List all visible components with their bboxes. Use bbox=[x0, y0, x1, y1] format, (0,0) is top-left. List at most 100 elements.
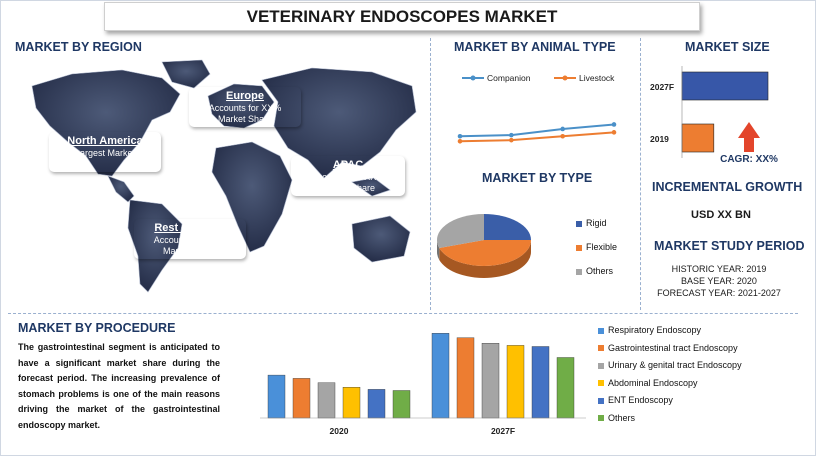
type-legend-label: Flexible bbox=[586, 242, 618, 252]
proc-legend-swatch bbox=[598, 362, 604, 369]
region-heading: MARKET BY REGION bbox=[15, 40, 142, 54]
series-line-companion bbox=[459, 123, 615, 138]
point-livestock-3 bbox=[611, 130, 617, 135]
callout-rest-of-world-text2: Market Share bbox=[162, 246, 218, 256]
type-pie-chart bbox=[437, 214, 531, 278]
cagr-label: CAGR: XX% bbox=[720, 154, 778, 165]
proc-legend-swatch bbox=[598, 345, 604, 352]
size-label-2019: 2019 bbox=[650, 134, 669, 144]
divider-region-animal bbox=[430, 38, 431, 310]
proc-legend-label: Abdominal Endoscopy bbox=[608, 377, 698, 388]
type-legend-label: Rigid bbox=[586, 218, 607, 228]
map-africa bbox=[211, 141, 293, 253]
proc-category-2020: 2020 bbox=[330, 426, 349, 436]
size-label-2027F: 2027F bbox=[650, 82, 674, 92]
callout-north-america: North America Largest Market bbox=[49, 132, 161, 172]
proc-legend-label: Urinary & genital tract Endoscopy bbox=[608, 360, 742, 370]
proc-bar-2020-1 bbox=[292, 378, 311, 419]
size-bar-2019 bbox=[681, 123, 715, 153]
type-legend-swatch bbox=[576, 244, 582, 251]
pie-side-flexible bbox=[439, 240, 531, 278]
map-australia bbox=[351, 215, 411, 263]
map-europe bbox=[207, 83, 275, 129]
animal-line-chart: Companion Livestock bbox=[457, 73, 617, 144]
pie-slice-flexible bbox=[439, 240, 531, 266]
proc-legend-swatch bbox=[598, 327, 604, 334]
callout-europe: Europe Accounts for XX% Market Share bbox=[189, 87, 301, 127]
type-legend-rigid: Rigid bbox=[576, 218, 607, 228]
procedure-heading: MARKET BY PROCEDURE bbox=[18, 321, 176, 335]
point-companion-3 bbox=[611, 122, 617, 127]
type-legend-swatch bbox=[576, 220, 582, 227]
proc-bar-2020-4 bbox=[367, 389, 386, 419]
map-north-america bbox=[31, 69, 181, 177]
callout-rest-of-world-name: Rest of World bbox=[154, 222, 226, 234]
size-heading: MARKET SIZE bbox=[685, 40, 770, 54]
period-forecast: FORECAST YEAR: 2021-2027 bbox=[657, 288, 781, 298]
legend-label-livestock: Livestock bbox=[579, 73, 615, 83]
proc-legend-swatch bbox=[598, 397, 604, 404]
size-bar-2027F bbox=[681, 71, 769, 101]
growth-value: USD XX BN bbox=[691, 209, 751, 221]
proc-legend-item: Abdominal Endoscopy bbox=[598, 378, 698, 388]
type-legend-swatch bbox=[576, 268, 582, 275]
legend-marker-livestock bbox=[562, 75, 568, 81]
proc-legend-item: Gastrointestinal tract Endoscopy bbox=[598, 343, 738, 353]
callout-apac: APAC Accounts for XX% Market Share bbox=[291, 156, 405, 196]
point-companion-0 bbox=[457, 133, 463, 139]
callout-north-america-name: North America bbox=[67, 135, 143, 147]
point-livestock-2 bbox=[560, 133, 565, 139]
point-livestock-1 bbox=[509, 137, 514, 143]
animal-heading: MARKET BY ANIMAL TYPE bbox=[454, 40, 616, 54]
world-map bbox=[31, 59, 417, 293]
procedure-paragraph: The gastrointestinal segment is anticipa… bbox=[18, 342, 220, 430]
map-greenland bbox=[161, 59, 211, 89]
map-asia bbox=[261, 67, 417, 179]
period-base: BASE YEAR: 2020 bbox=[681, 276, 757, 286]
callout-apac-name: APAC bbox=[332, 159, 364, 171]
proc-bar-2027F-0 bbox=[431, 333, 450, 419]
proc-bar-2027F-4 bbox=[531, 346, 550, 419]
procedure-bar-chart: 2020 2027F bbox=[260, 333, 586, 436]
callout-rest-of-world-text1: Accounts for XX% bbox=[153, 235, 227, 245]
period-historic: HISTORIC YEAR: 2019 bbox=[671, 264, 767, 274]
proc-legend-label: ENT Endoscopy bbox=[608, 395, 673, 405]
growth-heading: INCREMENTAL GROWTH bbox=[652, 180, 803, 194]
proc-legend-item: Others bbox=[598, 413, 635, 423]
proc-legend-swatch bbox=[598, 380, 604, 387]
pie-slice-others bbox=[437, 214, 484, 249]
type-legend-flexible: Flexible bbox=[576, 242, 617, 252]
type-legend-label: Others bbox=[586, 266, 614, 276]
type-legend-others: Others bbox=[576, 266, 613, 276]
size-bar-chart: 2027F 2019 bbox=[650, 66, 769, 158]
proc-legend-label: Gastrointestinal tract Endoscopy bbox=[608, 342, 738, 353]
callout-north-america-text1: Largest Market bbox=[74, 148, 136, 158]
map-south-america bbox=[127, 199, 183, 293]
pie-side-others bbox=[437, 240, 440, 261]
proc-bar-2020-5 bbox=[392, 390, 411, 419]
type-heading: MARKET BY TYPE bbox=[482, 171, 593, 185]
period-heading: MARKET STUDY PERIOD bbox=[654, 239, 805, 253]
proc-legend-item: Respiratory Endoscopy bbox=[598, 325, 701, 335]
proc-bar-2027F-2 bbox=[481, 342, 500, 419]
proc-bar-2027F-3 bbox=[506, 345, 525, 419]
point-companion-1 bbox=[509, 132, 514, 138]
proc-bar-2020-3 bbox=[342, 387, 361, 419]
proc-category-2027F: 2027F bbox=[491, 426, 515, 436]
divider-top-bottom bbox=[8, 313, 798, 314]
proc-bar-2027F-5 bbox=[556, 357, 575, 419]
callout-europe-text2: Market Share bbox=[217, 114, 273, 124]
growth-arrow-icon bbox=[738, 122, 760, 152]
callout-europe-text1: Accounts for XX% bbox=[208, 103, 282, 113]
proc-legend-label: Others bbox=[608, 412, 636, 423]
legend-label-companion: Companion bbox=[487, 73, 531, 83]
map-se-asia bbox=[351, 177, 391, 197]
proc-bar-2027F-1 bbox=[456, 337, 475, 419]
callout-apac-text2: Market Share bbox=[320, 183, 376, 193]
proc-bar-2020-2 bbox=[317, 382, 336, 419]
pie-slice-rigid bbox=[484, 214, 531, 240]
callout-europe-name: Europe bbox=[226, 90, 264, 102]
legend-marker-companion bbox=[470, 75, 476, 81]
proc-legend-item: Urinary & genital tract Endoscopy bbox=[598, 360, 742, 370]
proc-bar-2020-0 bbox=[267, 374, 286, 419]
